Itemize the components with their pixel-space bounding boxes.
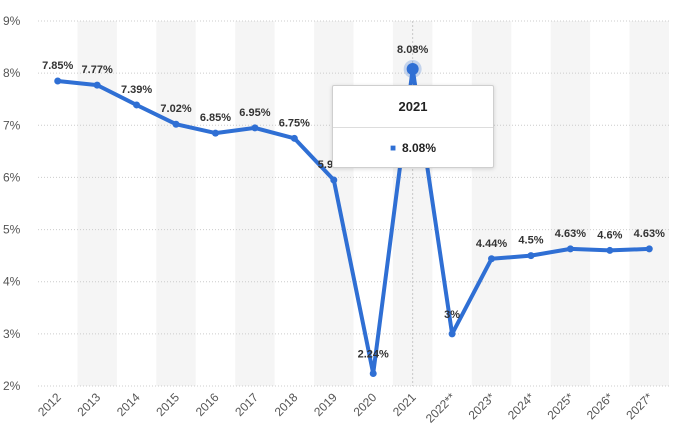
data-point[interactable] <box>330 176 338 184</box>
column-band <box>314 21 354 386</box>
data-label: 3% <box>444 309 460 321</box>
column-band <box>550 21 591 386</box>
data-label: 4.63% <box>555 228 586 240</box>
data-label: 6.75% <box>279 117 310 129</box>
data-point[interactable] <box>527 252 535 260</box>
data-point[interactable] <box>290 134 298 142</box>
data-point[interactable] <box>369 369 377 377</box>
data-label: 7.85% <box>42 60 73 72</box>
x-tick-label: 2023* <box>466 390 498 422</box>
x-axis-ticks: 2012 2013 2014 2015 2016 2017 2018 2019 2020 2021… <box>35 390 656 426</box>
data-point[interactable] <box>566 245 574 253</box>
x-tick-label: 2027* <box>623 390 655 422</box>
x-tick-label: 2025* <box>544 390 576 422</box>
x-tick-label: 2026* <box>584 390 616 422</box>
column-bands <box>77 21 669 386</box>
x-tick-label: 2018 <box>272 390 301 419</box>
x-tick-label: 2015 <box>153 390 182 419</box>
y-tick-label: 2% <box>3 379 21 393</box>
x-tick-label: 2020 <box>351 390 380 419</box>
data-point[interactable] <box>606 246 614 254</box>
tooltip: 2021 ■ 8.08% <box>332 85 494 168</box>
x-tick-label: 2013 <box>74 390 103 419</box>
column-band <box>471 21 512 386</box>
y-axis-ticks: 2% 3% 4% 5% 6% 7% 8% 9% <box>3 14 21 393</box>
data-point[interactable] <box>54 77 62 85</box>
x-tick-label: 2024* <box>505 390 537 422</box>
data-label: 6.85% <box>200 112 231 124</box>
data-label: 4.63% <box>634 228 665 240</box>
column-band <box>629 21 669 386</box>
series-line <box>55 67 652 376</box>
data-label: 6.95% <box>239 107 270 119</box>
data-label: 2.24% <box>358 348 389 360</box>
data-label: 4.6% <box>597 229 622 241</box>
y-tick-label: 7% <box>3 118 21 132</box>
tooltip-title: 2021 <box>333 86 493 128</box>
data-label: 4.5% <box>518 235 543 247</box>
column-band <box>156 21 196 386</box>
y-tick-label: 8% <box>3 66 21 80</box>
x-tick-label: 2017 <box>232 390 261 419</box>
y-tick-label: 3% <box>3 327 21 341</box>
data-label: 5.9 <box>318 159 333 171</box>
data-label: 7.77% <box>82 64 113 76</box>
tooltip-value: 8.08% <box>402 141 437 155</box>
data-point[interactable] <box>448 330 456 338</box>
column-band <box>235 21 275 386</box>
x-tick-label: 2012 <box>35 390 64 419</box>
data-point[interactable] <box>488 255 496 263</box>
tooltip-row: ■ 8.08% <box>333 128 493 168</box>
data-points <box>54 59 653 377</box>
data-labels: 7.85% 7.77% 7.39% 7.02% 6.85% 6.95% 6.75% 5.9 2.… <box>42 44 665 361</box>
y-tick-label: 5% <box>3 223 21 237</box>
x-tick-label: 2022** <box>423 390 459 426</box>
data-point[interactable] <box>172 120 180 128</box>
data-point[interactable] <box>93 81 101 89</box>
x-tick-label: 2021 <box>390 390 419 419</box>
data-label: 4.44% <box>476 238 507 250</box>
data-label: 8.08% <box>397 44 428 56</box>
data-label: 7.39% <box>121 84 152 96</box>
data-point[interactable] <box>211 129 219 137</box>
data-point[interactable] <box>645 245 653 253</box>
x-tick-label: 2016 <box>193 390 222 419</box>
data-point[interactable] <box>133 101 141 109</box>
x-tick-label: 2019 <box>311 390 340 419</box>
y-tick-label: 6% <box>3 170 21 184</box>
data-label: 7.02% <box>160 103 191 115</box>
x-tick-label: 2014 <box>114 390 143 419</box>
highlighted-point[interactable] <box>406 62 419 75</box>
y-tick-label: 9% <box>3 14 21 28</box>
tooltip-series-dot: ■ <box>389 142 396 154</box>
y-tick-label: 4% <box>3 275 21 289</box>
data-point[interactable] <box>251 124 259 132</box>
